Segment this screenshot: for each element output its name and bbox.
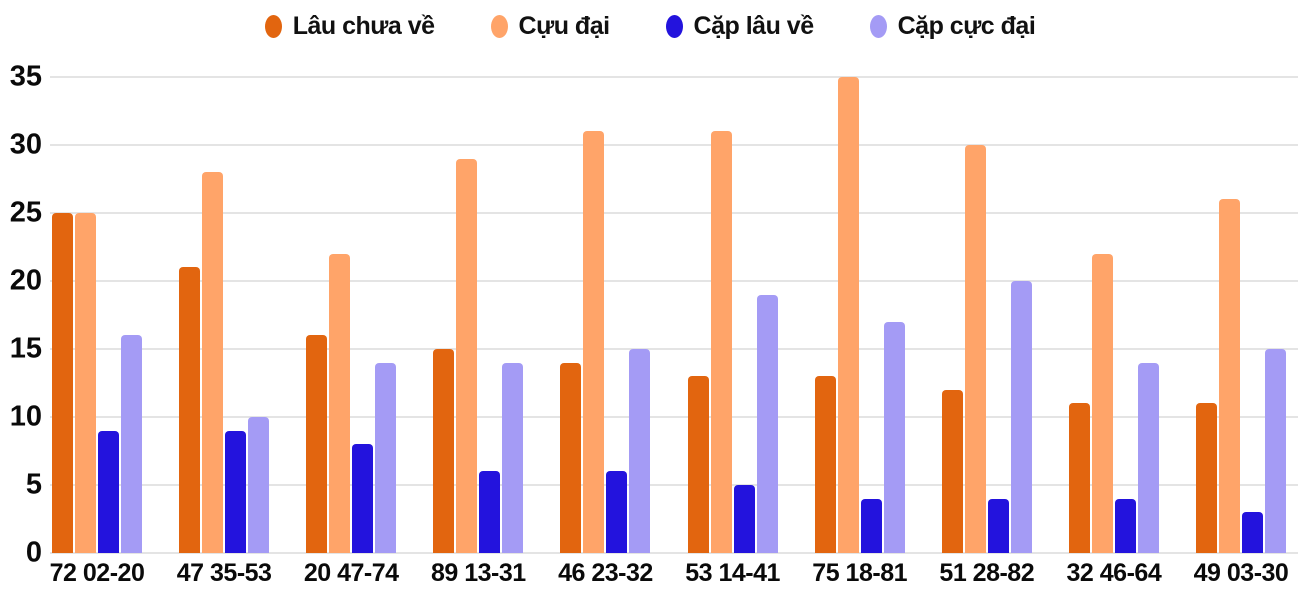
bar-75_18-81-series-1 xyxy=(837,77,859,553)
bar-46_23-32-series-2 xyxy=(606,471,628,553)
bar-47_35-53-series-1 xyxy=(202,172,224,553)
x-axis-label: 49 03-30 xyxy=(1193,559,1289,587)
bar-75_18-81-series-0 xyxy=(814,376,836,553)
bar-47_35-53-series-0 xyxy=(179,267,201,553)
bar-group-6: 75 18-81 xyxy=(812,77,908,587)
legend-item-1[interactable]: Cựu đại xyxy=(490,11,611,41)
bar-32_46-64-series-3 xyxy=(1137,362,1159,553)
x-axis-label: 46 23-32 xyxy=(558,559,653,587)
bar-75_18-81-series-3 xyxy=(883,321,905,553)
bar-group-3: 89 13-31 xyxy=(431,77,526,587)
bar-53_14-41-series-1 xyxy=(710,131,732,553)
legend-item-2[interactable]: Cặp lâu về xyxy=(665,11,815,41)
gridline xyxy=(50,76,1298,78)
bar-51_28-82-series-1 xyxy=(964,145,986,553)
bar-group-5: 53 14-41 xyxy=(685,77,780,587)
legend-item-3[interactable]: Cặp cực đại xyxy=(869,11,1036,41)
legend-dot-icon xyxy=(869,14,887,38)
gridline xyxy=(50,348,1298,350)
bar-32_46-64-series-2 xyxy=(1114,498,1136,553)
legend-dot-icon xyxy=(665,14,683,38)
y-tick-label: 0 xyxy=(25,536,42,569)
bar-51_28-82-series-2 xyxy=(987,498,1009,553)
legend-label: Cựu đại xyxy=(518,11,611,40)
legend-label: Cặp lâu về xyxy=(693,11,815,40)
bar-89_13-31-series-2 xyxy=(479,471,501,553)
y-axis: 0 5 10 15 20 25 30 35 xyxy=(0,62,42,567)
bar-72_02-20-series-0 xyxy=(52,213,73,553)
bar-51_28-82-series-0 xyxy=(941,389,963,553)
bar-49_03-30-series-0 xyxy=(1195,403,1217,553)
bar-47_35-53-series-3 xyxy=(248,417,270,553)
bar-89_13-31-series-1 xyxy=(456,158,478,553)
gridline xyxy=(50,416,1298,418)
bar-46_23-32-series-3 xyxy=(629,349,651,553)
y-tick-label: 5 xyxy=(25,468,42,501)
x-axis-label: 53 14-41 xyxy=(685,559,780,587)
y-tick-label: 35 xyxy=(9,60,42,93)
bar-group-2: 20 47-74 xyxy=(304,77,399,587)
bar-20_47-74-series-0 xyxy=(306,335,328,553)
y-tick-label: 25 xyxy=(9,196,42,229)
y-tick-label: 15 xyxy=(9,332,42,365)
bar-46_23-32-series-0 xyxy=(560,362,582,553)
chart-legend: Lâu chưa về Cựu đại Cặp lâu về Cặp cực đại xyxy=(0,6,1300,46)
bar-53_14-41-series-2 xyxy=(733,485,755,553)
bar-51_28-82-series-3 xyxy=(1010,281,1032,553)
bar-group-8: 32 46-64 xyxy=(1067,77,1162,587)
bar-72_02-20-series-3 xyxy=(121,335,142,553)
gridline xyxy=(50,484,1298,486)
bar-group-1: 47 35-53 xyxy=(177,77,272,587)
x-axis-label: 75 18-81 xyxy=(812,559,908,587)
bar-53_14-41-series-3 xyxy=(756,294,778,553)
bar-20_47-74-series-2 xyxy=(352,444,374,553)
bar-group-4: 46 23-32 xyxy=(558,77,653,587)
x-axis-label: 20 47-74 xyxy=(303,559,399,587)
bar-49_03-30-series-1 xyxy=(1218,199,1240,553)
bar-20_47-74-series-3 xyxy=(375,362,397,553)
plot-area: 72 02-20 47 35-53 20 47-74 89 13-31 46 23-32… xyxy=(50,76,1298,587)
bar-32_46-64-series-1 xyxy=(1091,253,1113,553)
legend-item-0[interactable]: Lâu chưa về xyxy=(264,11,435,41)
legend-dot-icon xyxy=(264,14,282,38)
bar-72_02-20-series-2 xyxy=(98,430,119,553)
bar-20_47-74-series-1 xyxy=(329,253,351,553)
x-axis-label: 32 46-64 xyxy=(1066,559,1162,587)
y-tick-label: 10 xyxy=(9,400,42,433)
bar-49_03-30-series-2 xyxy=(1241,512,1263,553)
y-tick-label: 30 xyxy=(9,128,42,161)
bar-32_46-64-series-0 xyxy=(1068,403,1090,553)
y-tick-label: 20 xyxy=(9,264,42,297)
bar-group-9: 49 03-30 xyxy=(1194,77,1289,587)
bar-75_18-81-series-2 xyxy=(860,498,882,553)
gridline xyxy=(50,144,1298,146)
bar-46_23-32-series-1 xyxy=(583,131,605,553)
x-axis-label: 47 35-53 xyxy=(176,559,272,587)
bar-group-7: 51 28-82 xyxy=(939,77,1035,587)
legend-label: Cặp cực đại xyxy=(897,11,1036,40)
bar-groups: 72 02-20 47 35-53 20 47-74 89 13-31 46 23-32… xyxy=(50,77,1298,587)
legend-label: Lâu chưa về xyxy=(292,11,435,40)
bar-group-0: 72 02-20 xyxy=(50,77,145,587)
x-axis-label: 72 02-20 xyxy=(49,559,145,587)
bar-49_03-30-series-3 xyxy=(1264,349,1286,553)
bar-53_14-41-series-0 xyxy=(687,376,709,553)
gridline xyxy=(50,552,1298,554)
gridline xyxy=(50,280,1298,282)
x-axis-label: 89 13-31 xyxy=(430,559,526,587)
bar-72_02-20-series-1 xyxy=(75,213,96,553)
x-axis-label: 51 28-82 xyxy=(939,559,1035,587)
bar-89_13-31-series-3 xyxy=(502,362,524,553)
legend-dot-icon xyxy=(490,14,508,38)
bar-47_35-53-series-2 xyxy=(225,430,247,553)
gridline xyxy=(50,212,1298,214)
bar-89_13-31-series-0 xyxy=(433,349,455,553)
